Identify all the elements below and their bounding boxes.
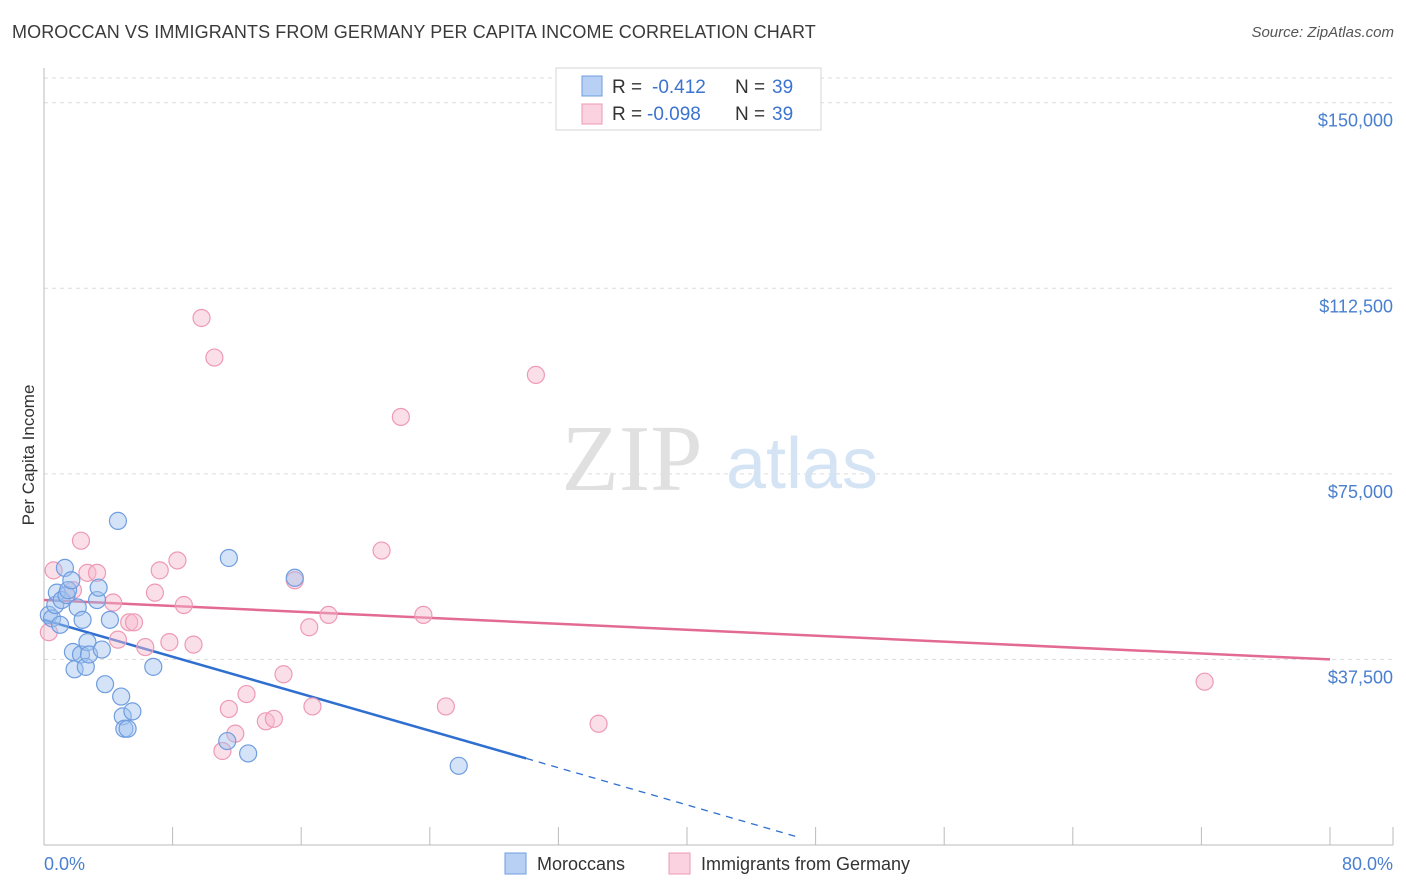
point-germany: [145, 583, 165, 602]
point-germany: [205, 348, 224, 367]
point-moroccans: [449, 756, 468, 775]
y-tick-label: $37,500: [1328, 667, 1393, 687]
point-germany: [526, 365, 545, 385]
point-germany: [300, 618, 319, 637]
point-germany: [192, 308, 211, 328]
legend-r-value-1: -0.412: [652, 77, 706, 98]
legend-n-value-1: 39: [772, 77, 793, 98]
x-tick-max: 80.0%: [1342, 854, 1393, 874]
point-germany: [150, 561, 169, 580]
trend-line-moroccans: [43, 618, 527, 760]
point-germany: [136, 637, 155, 657]
point-moroccans: [92, 640, 111, 659]
point-germany: [108, 630, 128, 649]
trend-extension-moroccans: [526, 757, 797, 838]
point-germany: [71, 531, 91, 550]
point-germany: [414, 605, 433, 625]
legend-r-label-1: R =: [612, 77, 642, 98]
bottom-swatch-germany: [668, 852, 691, 875]
watermark-atlas: atlas: [726, 424, 878, 504]
chart-title: MOROCCAN VS IMMIGRANTS FROM GERMANY PER …: [12, 22, 816, 42]
point-germany: [274, 665, 293, 684]
point-germany: [219, 699, 238, 719]
point-germany: [589, 714, 608, 733]
legend-n-label-2: N =: [735, 104, 765, 125]
bottom-swatch-moroccans: [504, 852, 527, 875]
legend-swatch-germany: [581, 103, 603, 125]
point-moroccans: [285, 568, 304, 587]
point-moroccans: [108, 511, 128, 530]
point-moroccans: [62, 571, 81, 590]
bottom-label-germany: Immigrants from Germany: [701, 854, 910, 874]
legend-r-label-2: R =: [612, 104, 642, 125]
point-germany: [237, 684, 256, 704]
source-label: Source: ZipAtlas.com: [1251, 24, 1394, 41]
y-tick-label: $150,000: [1318, 111, 1393, 131]
point-germany: [264, 709, 283, 728]
point-moroccans: [95, 675, 115, 694]
point-germany: [391, 407, 410, 427]
legend-r-value-2: -0.098: [647, 104, 701, 125]
point-germany: [168, 551, 187, 570]
point-germany: [436, 697, 455, 716]
point-moroccans: [112, 687, 131, 706]
point-germany: [1195, 672, 1214, 691]
point-moroccans: [73, 610, 92, 629]
point-moroccans: [100, 610, 120, 629]
point-germany: [184, 635, 203, 654]
point-moroccans: [59, 581, 78, 600]
point-germany: [303, 697, 322, 716]
legend-n-label-1: N =: [735, 77, 765, 98]
point-germany: [160, 633, 179, 652]
point-moroccans: [89, 578, 108, 597]
y-tick-label: $75,000: [1328, 482, 1393, 502]
point-moroccans: [218, 731, 237, 751]
point-germany: [44, 561, 63, 580]
x-tick-min: 0.0%: [44, 854, 85, 874]
point-moroccans: [239, 744, 258, 763]
y-tick-labels: $37,500 $75,000 $112,500 $150,000: [1318, 111, 1393, 688]
trend-lines: [43, 598, 1331, 838]
trend-line-germany: [43, 598, 1331, 661]
point-germany: [319, 605, 338, 625]
point-germany: [174, 595, 193, 615]
point-moroccans: [50, 615, 70, 634]
point-germany: [213, 741, 232, 761]
series-moroccans: [39, 511, 468, 775]
axes: [43, 68, 1394, 846]
y-axis-label: Per Capita Income: [19, 385, 38, 526]
series-legend: Moroccans Immigrants from Germany: [504, 852, 910, 875]
point-moroccans: [123, 702, 142, 721]
legend-swatch-moroccans: [581, 75, 603, 97]
y-tick-label: $112,500: [1319, 296, 1393, 316]
point-germany: [124, 613, 144, 632]
point-germany: [120, 613, 139, 632]
series-germany: [39, 308, 1214, 761]
point-moroccans: [219, 548, 238, 568]
point-moroccans: [118, 719, 137, 738]
stats-legend: R = -0.412 N = 39 R = -0.098 N = 39: [555, 67, 822, 131]
gridlines: [44, 77, 1393, 660]
bottom-label-moroccans: Moroccans: [537, 854, 625, 874]
point-germany: [87, 563, 107, 582]
legend-n-value-2: 39: [772, 104, 793, 125]
point-moroccans: [144, 657, 163, 676]
point-germany: [372, 541, 391, 560]
point-germany: [104, 593, 123, 612]
point-germany: [78, 563, 97, 582]
watermark-zip: ZIP: [562, 407, 703, 511]
